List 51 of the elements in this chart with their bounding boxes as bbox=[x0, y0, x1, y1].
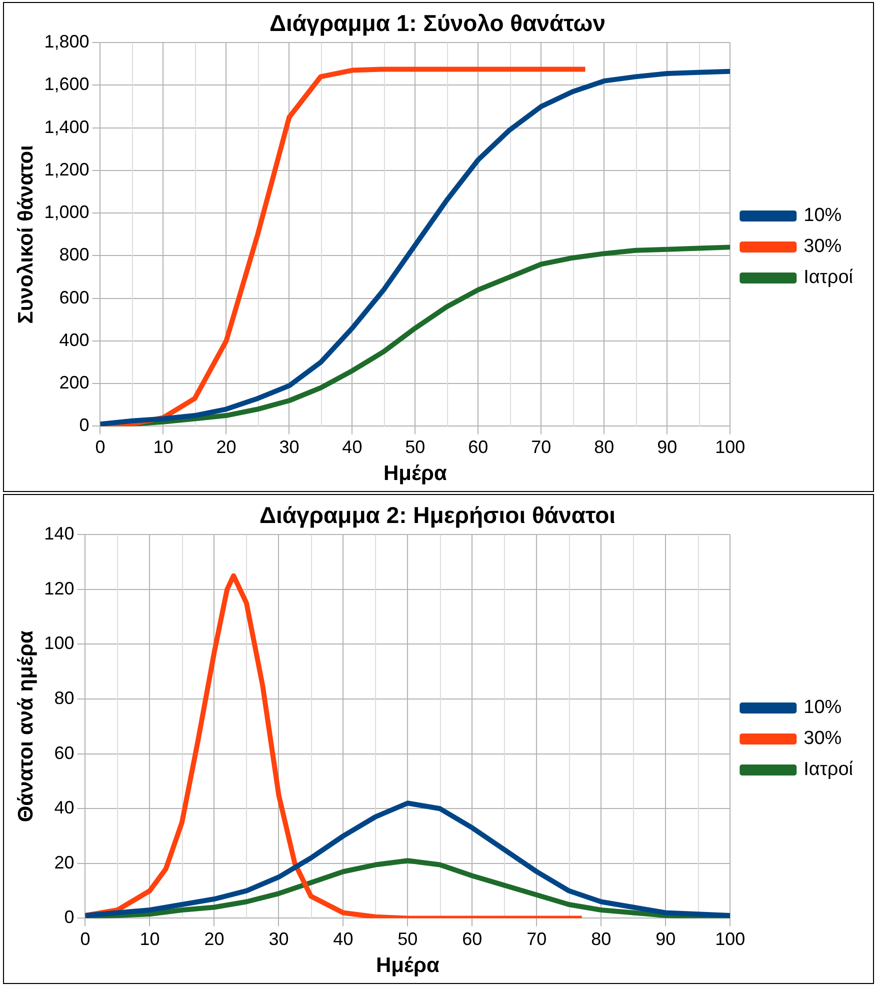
legend-label: 10% bbox=[804, 205, 842, 226]
y-tick-label: 20 bbox=[54, 852, 74, 872]
x-tick-label: 40 bbox=[333, 928, 354, 949]
x-tick-label: 90 bbox=[657, 436, 678, 457]
chart-title: Διάγραμμα 2: Ημερήσιοι θάνατοι bbox=[259, 502, 616, 528]
legend-label: Ιατροί bbox=[804, 759, 854, 780]
y-tick-label: 1,400 bbox=[44, 116, 90, 137]
x-tick-label: 40 bbox=[342, 436, 362, 457]
y-tick-label: 1,600 bbox=[44, 74, 90, 94]
y-tick-label: 200 bbox=[59, 372, 90, 393]
legend-label: 30% bbox=[804, 236, 842, 258]
x-tick-label: 70 bbox=[526, 928, 547, 949]
x-tick-label: 100 bbox=[715, 928, 746, 949]
y-axis-title: Συνολικοί θάνατοι bbox=[14, 144, 38, 324]
x-tick-label: 90 bbox=[656, 928, 676, 949]
x-tick-label: 30 bbox=[279, 436, 300, 457]
y-tick-label: 400 bbox=[59, 330, 90, 350]
y-tick-label: 600 bbox=[59, 287, 90, 308]
y-tick-label: 140 bbox=[44, 524, 74, 544]
x-tick-label: 80 bbox=[594, 436, 614, 457]
x-tick-label: 20 bbox=[204, 928, 224, 949]
x-tick-label: 50 bbox=[398, 928, 418, 949]
x-axis-title: Ημέρα bbox=[376, 954, 440, 978]
legend-label: Ιατροί bbox=[804, 267, 854, 288]
x-tick-label: 100 bbox=[715, 436, 746, 457]
y-tick-label: 0 bbox=[79, 415, 90, 436]
x-tick-label: 10 bbox=[153, 436, 174, 457]
x-tick-label: 60 bbox=[468, 436, 488, 457]
x-tick-label: 70 bbox=[531, 436, 552, 457]
x-tick-label: 0 bbox=[95, 436, 106, 457]
x-tick-label: 60 bbox=[462, 928, 482, 949]
x-tick-label: 50 bbox=[405, 436, 426, 457]
x-tick-label: 20 bbox=[216, 436, 236, 457]
y-tick-label: 1,000 bbox=[44, 202, 90, 222]
y-tick-label: 100 bbox=[44, 633, 74, 654]
y-tick-label: 80 bbox=[54, 688, 74, 708]
y-tick-label: 0 bbox=[64, 907, 74, 928]
legend-label: 10% bbox=[804, 697, 842, 718]
y-tick-label: 120 bbox=[44, 578, 74, 598]
chart-title: Διάγραμμα 1: Σύνολο θανάτων bbox=[269, 10, 606, 36]
x-tick-label: 30 bbox=[268, 928, 289, 949]
y-tick-label: 1,800 bbox=[44, 32, 90, 52]
y-tick-label: 800 bbox=[59, 244, 90, 265]
y-axis-title: Θάνατοι ανά ημέρα bbox=[14, 630, 38, 822]
x-tick-label: 80 bbox=[591, 928, 612, 949]
x-tick-label: 10 bbox=[140, 928, 160, 949]
x-axis-title: Ημέρα bbox=[383, 462, 447, 486]
y-tick-label: 40 bbox=[54, 798, 74, 818]
y-tick-label: 1,200 bbox=[44, 159, 90, 180]
legend-label: 30% bbox=[804, 728, 842, 750]
y-tick-label: 60 bbox=[54, 742, 74, 763]
